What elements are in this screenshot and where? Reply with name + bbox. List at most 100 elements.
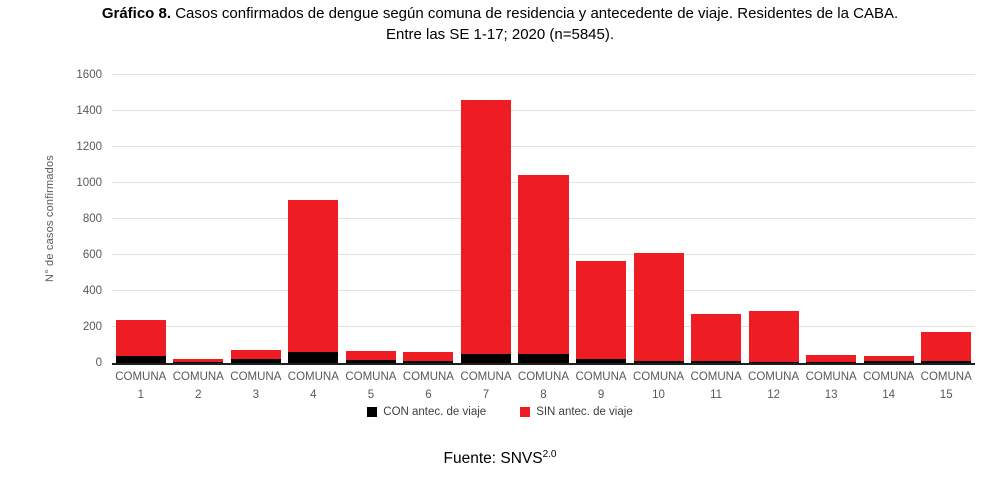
- y-tick-label: 0: [95, 357, 102, 369]
- bar-slot-comuna-15: [917, 75, 975, 363]
- source-superscript: 2.0: [542, 449, 557, 460]
- x-label-comuna-5: COMUNA 5: [345, 371, 397, 401]
- x-label-comuna-13: COMUNA 13: [805, 371, 857, 401]
- bar-comuna-15: [921, 331, 972, 363]
- plot-area: [112, 74, 975, 365]
- bar-segment-sin: [863, 355, 914, 362]
- bar-segment-con: [460, 354, 511, 363]
- legend-item-sin: SIN antec. de viaje: [520, 406, 633, 418]
- chart-title-line2: Entre las SE 1-17; 2020 (n=5845).: [385, 26, 615, 43]
- bar-segment-sin: [345, 351, 396, 361]
- chart-title-prefix: Gráfico 8.: [101, 5, 172, 22]
- gridline: [112, 146, 975, 147]
- bar-segment-sin: [575, 261, 627, 360]
- bar-segment-sin: [288, 200, 339, 353]
- bar-segment-con: [806, 362, 857, 363]
- bar-comuna-11: [691, 314, 742, 363]
- x-label-comuna-14: COMUNA 14: [863, 371, 915, 401]
- y-tick-label: 800: [82, 213, 102, 225]
- bar-comuna-8: [518, 174, 569, 363]
- legend-label-con: CON antec. de viaje: [383, 406, 487, 418]
- bar-comuna-7: [460, 100, 511, 363]
- bar-comuna-9: [575, 261, 627, 363]
- bar-slot-comuna-5: [342, 75, 400, 363]
- source-note: Fuente: SNVS2.0: [0, 449, 1000, 468]
- bar-comuna-1: [115, 319, 166, 363]
- y-tick-label: 1200: [76, 141, 102, 153]
- bar-segment-con: [345, 360, 396, 363]
- source-text: Fuente: SNVS: [443, 450, 543, 468]
- bar-slot-comuna-12: [745, 75, 803, 363]
- bar-slot-comuna-4: [285, 75, 343, 363]
- y-tick-label: 200: [82, 321, 102, 333]
- bar-slot-comuna-1: [112, 75, 170, 363]
- bar-segment-con: [863, 361, 914, 363]
- bar-slot-comuna-2: [170, 75, 228, 363]
- bar-segment-sin: [403, 352, 454, 362]
- bar-comuna-2: [173, 358, 224, 363]
- bar-segment-sin: [230, 349, 281, 359]
- bar-segment-con: [115, 355, 166, 363]
- bar-segment-sin: [748, 310, 799, 363]
- chart-title-rest: Casos confirmados de dengue según comuna…: [171, 5, 899, 22]
- bar-slot-comuna-11: [687, 75, 745, 363]
- y-tick-label: 1600: [76, 69, 102, 81]
- bar-slot-comuna-6: [400, 75, 458, 363]
- y-tick-label: 600: [82, 249, 102, 261]
- bar-segment-con: [288, 352, 339, 363]
- bar-comuna-14: [863, 355, 914, 363]
- bar-slot-comuna-14: [860, 75, 918, 363]
- bar-segment-con: [748, 362, 799, 363]
- gridline: [112, 74, 975, 75]
- x-label-comuna-8: COMUNA 8: [517, 371, 570, 401]
- x-label-comuna-10: COMUNA 10: [632, 371, 685, 401]
- bars-container: [112, 75, 975, 363]
- x-label-comuna-6: COMUNA 6: [402, 371, 454, 401]
- bar-slot-comuna-10: [630, 75, 688, 363]
- legend-label-sin: SIN antec. de viaje: [536, 406, 633, 418]
- legend-swatch-sin: [520, 407, 531, 417]
- x-label-comuna-11: COMUNA 11: [690, 371, 742, 401]
- bar-segment-con: [230, 358, 281, 363]
- bar-segment-con: [921, 361, 972, 363]
- x-label-comuna-9: COMUNA 9: [575, 371, 627, 401]
- x-label-comuna-2: COMUNA 2: [172, 371, 224, 401]
- legend: CON antec. de viaje SIN antec. de viaje: [0, 406, 1000, 418]
- bar-segment-con: [518, 354, 569, 363]
- x-label-comuna-4: COMUNA 4: [287, 371, 339, 401]
- y-tick-label: 1400: [76, 105, 102, 117]
- y-tick-label: 400: [82, 285, 102, 297]
- bar-segment-sin: [518, 174, 569, 354]
- x-label-comuna-7: COMUNA 7: [460, 371, 512, 401]
- chart-title-line1: Gráfico 8. Casos confirmados de dengue s…: [0, 5, 1000, 22]
- x-label-comuna-15: COMUNA 15: [920, 371, 972, 401]
- bar-comuna-10: [633, 253, 684, 363]
- bar-segment-sin: [806, 354, 857, 363]
- bar-slot-comuna-9: [572, 75, 630, 363]
- legend-swatch-con: [367, 407, 378, 417]
- gridline: [112, 110, 975, 111]
- bar-slot-comuna-13: [802, 75, 860, 363]
- bar-segment-sin: [691, 314, 742, 362]
- x-label-comuna-12: COMUNA 12: [748, 371, 800, 401]
- bar-segment-sin: [460, 100, 511, 354]
- bar-comuna-5: [345, 351, 396, 363]
- bar-segment-con: [403, 361, 454, 363]
- x-axis-labels: COMUNA 1 COMUNA 2 COMUNA 3 COMUNA 4 COMUNA 5 COMUN…: [112, 370, 975, 403]
- bar-comuna-12: [748, 310, 799, 363]
- y-tick-label: 1000: [76, 177, 102, 189]
- y-axis-tick-labels: 0 200 400 600 800 1000 1200 1400 1600: [0, 69, 102, 369]
- bar-slot-comuna-8: [515, 75, 573, 363]
- bar-segment-con: [173, 362, 224, 363]
- bar-segment-sin: [921, 331, 972, 362]
- bar-comuna-3: [230, 349, 281, 363]
- x-label-comuna-3: COMUNA 3: [230, 371, 282, 401]
- bar-slot-comuna-7: [457, 75, 515, 363]
- bar-comuna-4: [288, 200, 339, 363]
- legend-item-con: CON antec. de viaje: [367, 406, 486, 418]
- bar-segment-sin: [633, 253, 684, 362]
- bar-comuna-6: [403, 352, 454, 363]
- bar-segment-con: [575, 359, 627, 363]
- bar-slot-comuna-3: [227, 75, 285, 363]
- bar-segment-con: [633, 361, 684, 363]
